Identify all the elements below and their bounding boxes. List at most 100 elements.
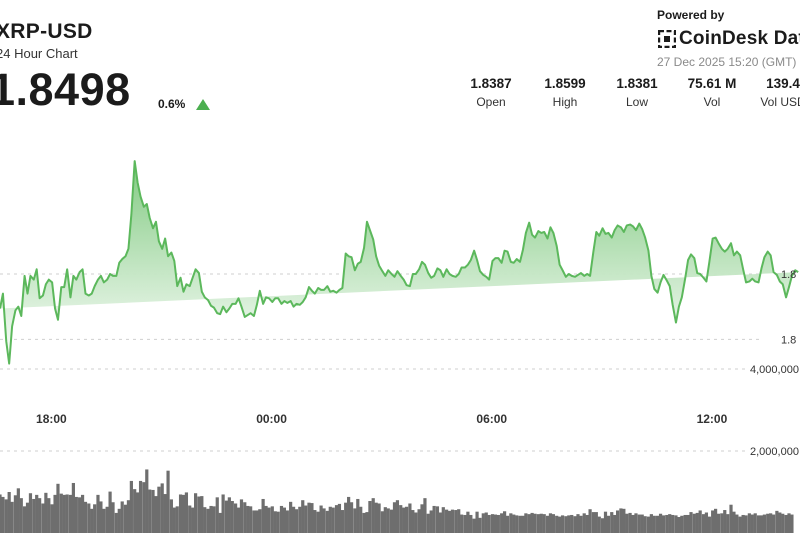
volume-bar	[656, 515, 660, 533]
volume-bar	[28, 493, 33, 533]
volume-bar	[628, 512, 632, 533]
volume-bar	[524, 513, 528, 533]
stat-value: 1.8387	[470, 76, 512, 91]
volume-bar	[588, 509, 592, 533]
volume-bar	[784, 514, 788, 533]
volume-bar	[411, 510, 415, 533]
coindesk-data-logo[interactable]: CoinDesk Data	[658, 27, 800, 51]
volume-bar	[429, 510, 433, 533]
volume-bar	[349, 502, 354, 533]
volume-bar	[234, 503, 238, 533]
volume-bar	[105, 506, 109, 533]
volume-bar	[188, 505, 192, 533]
volume-bar	[206, 508, 210, 533]
volume-bar	[96, 494, 100, 533]
volume-bar	[83, 501, 88, 533]
volume-bar	[114, 512, 118, 533]
volume-bar	[334, 505, 339, 533]
volume-bar	[619, 508, 623, 533]
price-area-fill	[0, 161, 799, 364]
volume-bar	[203, 507, 207, 533]
volume-bar	[319, 505, 323, 533]
volume-bar	[414, 512, 418, 533]
volume-bar	[353, 508, 357, 533]
volume-bar	[689, 512, 693, 533]
volume-bar	[484, 512, 488, 533]
volume-bar	[111, 502, 115, 533]
volume-bar	[261, 498, 265, 533]
volume-bar	[172, 507, 176, 533]
volume-bar	[631, 514, 635, 533]
stat-low: 1.8381 Low	[616, 76, 657, 109]
volume-bar	[35, 494, 39, 533]
volume-bar	[365, 512, 369, 533]
volume-bar	[126, 500, 131, 533]
volume-bar	[600, 518, 605, 533]
volume-bar	[646, 516, 651, 533]
volume-bar	[65, 494, 69, 533]
volume-bar	[481, 513, 485, 533]
volume-bar	[457, 509, 461, 533]
volume-bar	[701, 514, 706, 533]
volume-bar	[652, 515, 656, 533]
volume-bar	[136, 492, 140, 533]
volume-bar	[102, 508, 106, 533]
volume-bar	[490, 514, 495, 533]
volume-bar	[720, 513, 724, 533]
volume-bar	[4, 499, 8, 533]
volume-bar	[249, 506, 253, 533]
volume-bar	[637, 514, 641, 533]
volume-bar	[649, 514, 653, 533]
volume-bar	[732, 511, 736, 533]
volume-bar	[374, 502, 378, 533]
volume-bar	[264, 505, 268, 533]
price-line	[0, 160, 799, 365]
volume-bar	[194, 493, 198, 533]
volume-bar	[267, 507, 271, 533]
volume-bar	[515, 515, 519, 533]
volume-bar	[178, 494, 183, 533]
volume-bar	[420, 504, 424, 533]
up-arrow-icon	[196, 99, 210, 110]
volume-bar	[472, 518, 476, 533]
volume-bar	[246, 505, 250, 533]
volume-bar	[530, 512, 534, 533]
volume-bar	[512, 514, 516, 533]
volume-bar	[766, 513, 770, 533]
volume-bar	[426, 513, 430, 533]
stat-vol-usd: 139.4 Vol USD	[760, 76, 800, 109]
volume-bar	[301, 500, 305, 533]
volume-bar	[157, 486, 161, 533]
volume-bar	[539, 513, 543, 533]
volume-bar	[399, 505, 403, 533]
volume-bar	[191, 507, 195, 533]
volume-bar	[695, 512, 699, 533]
volume-bar	[714, 508, 718, 533]
volume-bar	[1, 496, 5, 533]
volume-bar	[726, 514, 730, 533]
volume-bar	[294, 509, 299, 533]
volume-bar	[711, 510, 715, 533]
volume-bar	[408, 503, 412, 533]
volume-bar	[389, 509, 394, 533]
volume-bar	[576, 514, 580, 533]
volume-bar	[665, 514, 669, 533]
volume-bar	[551, 514, 555, 533]
volume-bar	[579, 515, 583, 533]
volume-bar	[166, 470, 170, 533]
volume-bar	[148, 489, 152, 533]
volume-bar	[591, 512, 595, 533]
volume-bar	[123, 504, 128, 533]
stat-value: 75.61 M	[687, 76, 737, 91]
stat-high: 1.8599 High	[544, 76, 585, 109]
x-tick-label: 06:00	[476, 412, 507, 426]
volume-bar	[759, 515, 764, 533]
volume-bar	[610, 512, 614, 533]
volume-bar	[454, 510, 458, 533]
volume-bar	[145, 469, 149, 533]
volume-bar	[750, 514, 754, 533]
volume-bar	[518, 515, 522, 533]
volume-bar	[460, 514, 464, 533]
volume-bar	[643, 516, 647, 533]
volume-bar	[175, 506, 179, 533]
